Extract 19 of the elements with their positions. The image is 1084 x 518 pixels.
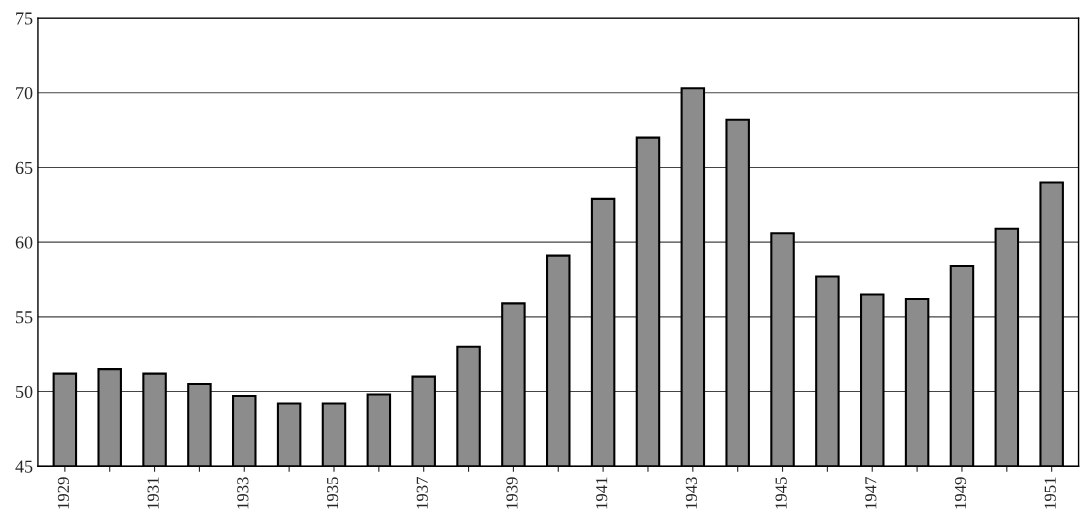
y-tick-label: 45 — [15, 460, 33, 473]
x-tick-label: 1951 — [1044, 477, 1056, 509]
x-tick-label: 1933 — [237, 477, 249, 509]
x-tick-label: 1943 — [685, 477, 697, 509]
x-tick-label: 1937 — [416, 477, 428, 509]
x-tick-label: 1945 — [775, 477, 787, 509]
y-tick-label: 50 — [16, 385, 33, 398]
x-tick-label: 1947 — [865, 477, 877, 509]
y-tick-label: 70 — [16, 87, 33, 100]
x-tick-label: 1939 — [506, 477, 518, 509]
x-tick-label: 1949 — [954, 477, 967, 509]
x-tick-label: 1941 — [596, 477, 608, 509]
x-tick-label: 1931 — [147, 477, 159, 509]
y-tick-label: 60 — [15, 236, 33, 249]
x-tick-label: 1929 — [57, 477, 70, 509]
y-tick-label: 55 — [16, 311, 33, 324]
y-tick-label: 65 — [15, 161, 33, 174]
y-tick-label: 75 — [16, 12, 33, 25]
x-tick-label: 1935 — [326, 477, 339, 509]
